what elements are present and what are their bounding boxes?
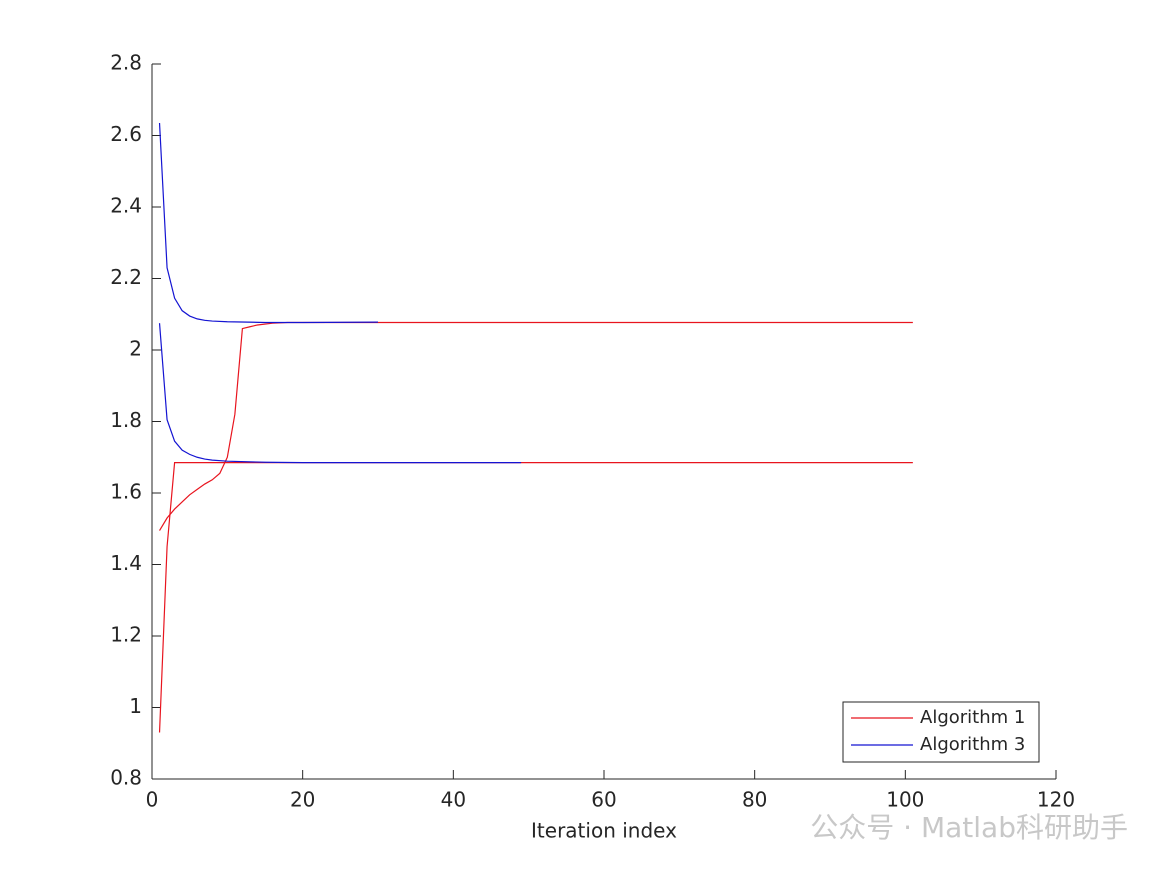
- line-series: [158, 323, 522, 464]
- legend-label: Algorithm 1: [920, 707, 1025, 728]
- x-tick-label: 60: [591, 788, 616, 812]
- y-tick-label: 2.2: [110, 265, 142, 289]
- x-tick-label: 80: [742, 788, 767, 812]
- legend-box: [842, 701, 1040, 763]
- x-tick-label: 40: [441, 788, 466, 812]
- x-tick-label: 0: [146, 788, 159, 812]
- y-tick-label: 2.6: [110, 122, 142, 146]
- x-tick-label: 120: [1037, 788, 1075, 812]
- line-series: [158, 462, 913, 733]
- y-tick-label: 0.8: [110, 766, 142, 790]
- legend-label: Algorithm 3: [920, 734, 1025, 755]
- y-tick-label: 2: [129, 337, 142, 361]
- y-tick-label: 2.8: [110, 51, 142, 75]
- line-series: [158, 122, 379, 324]
- y-tick-label: 1.2: [110, 623, 142, 647]
- watermark: 公众号 · Matlab科研助手: [810, 811, 1128, 844]
- y-tick-label: 1.4: [110, 551, 142, 575]
- y-tick-label: 2.4: [110, 194, 142, 218]
- line-series: [159, 321, 913, 531]
- y-tick-label: 1.6: [110, 480, 142, 504]
- x-tick-label: 20: [290, 788, 315, 812]
- y-tick-label: 1.8: [110, 408, 142, 432]
- y-tick-label: 1: [129, 694, 142, 718]
- x-tick-label: 100: [886, 788, 924, 812]
- x-axis-label: Iteration index: [531, 819, 677, 843]
